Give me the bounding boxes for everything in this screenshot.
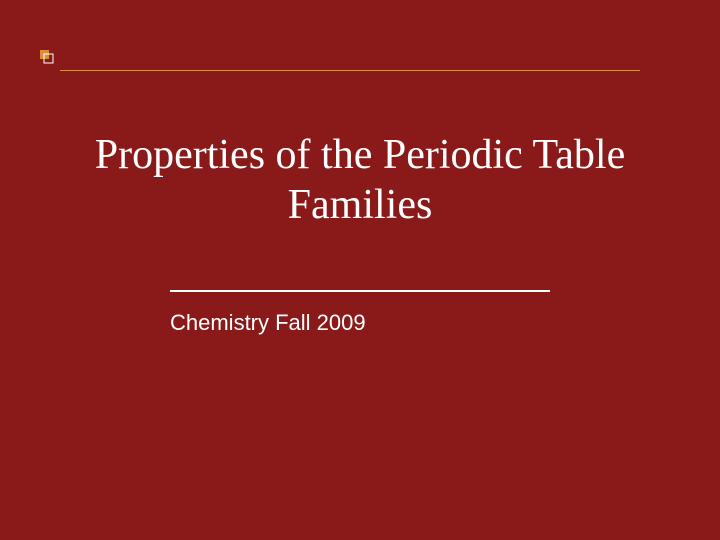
slide-title: Properties of the Periodic Table Familie… — [80, 130, 640, 231]
slide: Properties of the Periodic Table Familie… — [0, 0, 720, 540]
slide-subtitle: Chemistry Fall 2009 — [170, 310, 366, 336]
top-horizontal-rule — [60, 70, 640, 71]
subtitle-divider — [170, 290, 550, 292]
corner-accent-icon — [40, 50, 60, 70]
